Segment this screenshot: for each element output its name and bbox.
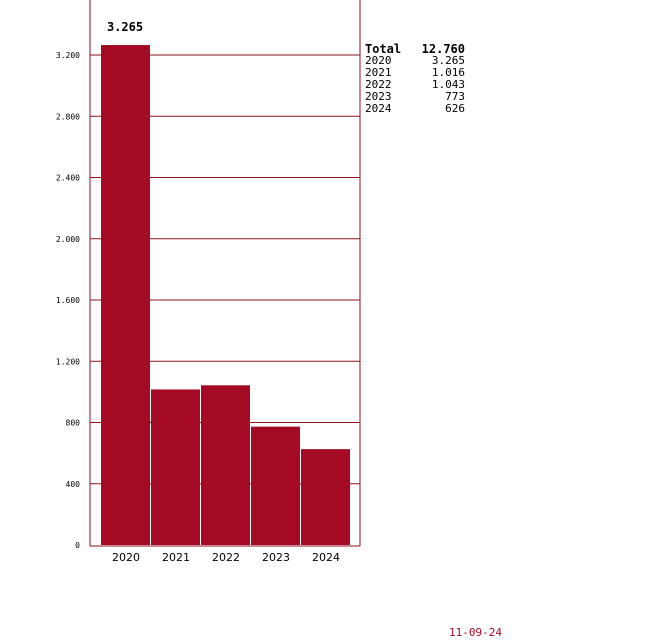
bar-2024 xyxy=(301,449,350,545)
x-tick-label: 2023 xyxy=(262,551,290,564)
legend-total-row: Total 12.760 xyxy=(365,43,465,55)
legend-year: 2023 xyxy=(365,90,392,103)
y-tick-label: 1.200 xyxy=(56,357,80,366)
legend-value: 773 xyxy=(445,90,465,103)
legend: Total 12.760 2020 3.265 2021 1.016 2022 1.043… xyxy=(365,43,465,115)
x-tick-label: 2021 xyxy=(162,551,190,564)
legend-year: 2022 xyxy=(365,78,392,91)
legend-row-2022: 2022 1.043 xyxy=(365,79,465,91)
legend-value: 3.265 xyxy=(431,54,465,67)
legend-row-2023: 2023 773 xyxy=(365,91,465,103)
legend-value: 1.043 xyxy=(431,78,465,91)
legend-year: 2021 xyxy=(365,66,392,79)
legend-row-2020: 2020 3.265 xyxy=(365,55,465,67)
y-tick-label: 800 xyxy=(66,419,81,428)
bar-2021 xyxy=(151,389,200,545)
legend-total-value: 12.760 xyxy=(421,42,465,56)
y-tick-label: 400 xyxy=(66,480,81,489)
legend-year: 2024 xyxy=(365,102,392,115)
y-tick-label: 2.400 xyxy=(56,174,80,183)
x-tick-label: 2022 xyxy=(212,551,240,564)
y-tick-label: 2.800 xyxy=(56,112,80,121)
y-tick-label: 3.200 xyxy=(56,51,80,60)
legend-total-label: Total xyxy=(365,42,402,56)
bar-2022 xyxy=(201,385,250,545)
legend-value: 1.016 xyxy=(431,66,465,79)
x-tick-label: 2020 xyxy=(112,551,140,564)
y-tick-label: 2.000 xyxy=(56,235,80,244)
bar-2023 xyxy=(251,426,300,545)
y-tick-label: 1.600 xyxy=(56,296,80,305)
bar-2020 xyxy=(101,45,150,545)
legend-year: 2020 xyxy=(365,54,392,67)
legend-value: 626 xyxy=(445,102,465,115)
y-tick-label: 0 xyxy=(75,541,80,550)
max-value-label: 3.265 xyxy=(107,20,143,34)
legend-row-2024: 2024 626 xyxy=(365,103,465,115)
legend-row-2021: 2021 1.016 xyxy=(365,67,465,79)
date-stamp: 11-09-24 xyxy=(449,626,502,639)
x-tick-label: 2024 xyxy=(312,551,340,564)
